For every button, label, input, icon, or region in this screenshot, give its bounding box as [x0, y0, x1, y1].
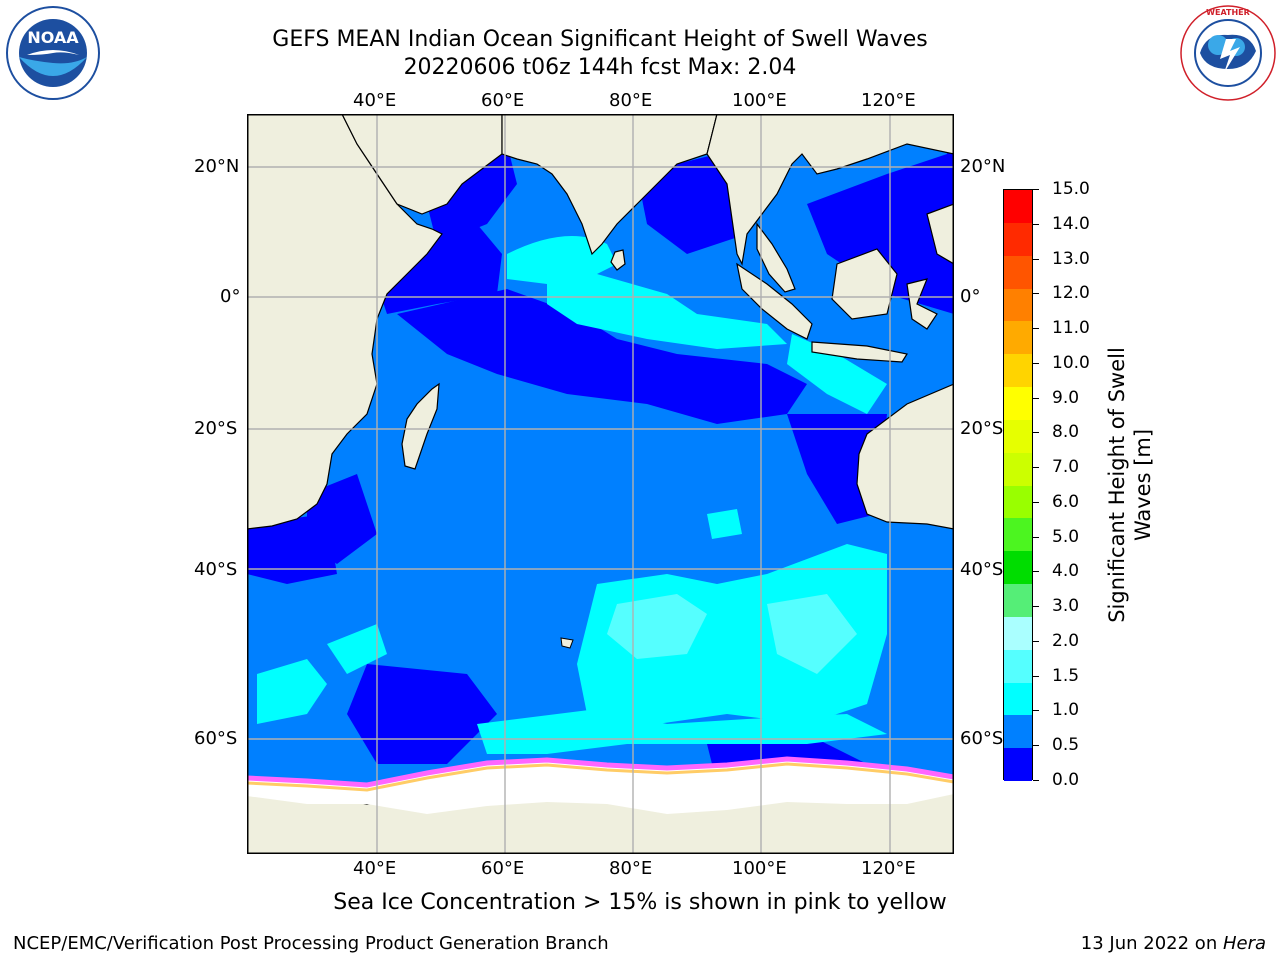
footer-date: 13 Jun 2022 on Hera: [1081, 933, 1266, 954]
colorbar-tick-mark: [1033, 780, 1039, 781]
lat-tick-right-0: 0°: [960, 286, 981, 307]
colorbar-bin: [1004, 190, 1032, 224]
lat-tick-left-60s: 60°S: [194, 728, 238, 749]
colorbar-tick-mark: [1033, 432, 1039, 434]
colorbar-tick-mark: [1033, 467, 1039, 469]
colorbar-bin: [1004, 715, 1032, 749]
sea-ice-edge: [247, 756, 954, 788]
colorbar-bin: [1004, 518, 1032, 552]
chart-subtitle: 20220606 t06z 144h fcst Max: 2.04: [403, 55, 797, 80]
sea-ice-note: Sea Ice Concentration > 15% is shown in …: [333, 890, 947, 915]
colorbar-tick-label: 14.0: [1052, 213, 1090, 234]
colorbar-tick-mark: [1033, 293, 1039, 295]
colorbar: [1003, 189, 1033, 782]
map-panel: [247, 114, 954, 854]
colorbar-tick-mark: [1033, 606, 1039, 608]
colorbar-tick-mark: [1033, 501, 1039, 503]
noaa-logo-text: NOAA: [27, 28, 79, 47]
colorbar-bin: [1004, 584, 1032, 618]
footer-host: Hera: [1222, 933, 1266, 954]
colorbar-tick-label: 15.0: [1052, 179, 1090, 199]
colorbar-tick-label: 0.5: [1052, 735, 1080, 756]
lat-tick-right-20n: 20°N: [960, 156, 1006, 177]
colorbar-bin: [1004, 354, 1032, 388]
lon-tick-top-80e: 80°E: [609, 90, 653, 111]
colorbar-tick-label: 3.0: [1052, 596, 1080, 617]
sea-ice: [247, 760, 954, 814]
colorbar-tick-mark: [1033, 362, 1039, 364]
colorbar-bin: [1004, 387, 1032, 421]
colorbar-tick-mark: [1033, 223, 1039, 225]
lat-tick-right-20s: 20°S: [960, 418, 1004, 439]
lat-tick-right-60s: 60°S: [960, 728, 1004, 749]
lon-tick-bottom-60e: 60°E: [481, 858, 525, 879]
footer-date-text: 13 Jun 2022 on: [1080, 933, 1223, 954]
chart-title: GEFS MEAN Indian Ocean Significant Heigh…: [272, 27, 928, 52]
colorbar-tick-mark: [1033, 675, 1039, 677]
colorbar-tick-label: 13.0: [1052, 248, 1090, 269]
colorbar-tick-label: 9.0: [1052, 387, 1080, 408]
colorbar-tick-mark: [1033, 258, 1039, 260]
lon-tick-bottom-40e: 40°E: [353, 858, 397, 879]
colorbar-bin: [1004, 649, 1032, 683]
svg-text:WEATHER: WEATHER: [1206, 8, 1250, 17]
colorbar-bin: [1004, 452, 1032, 486]
colorbar-tick-label: 1.0: [1052, 700, 1080, 721]
colorbar-tick-mark: [1033, 536, 1039, 538]
colorbar-tick-label: 2.0: [1052, 630, 1080, 651]
colorbar-tick-label: 7.0: [1052, 457, 1080, 478]
lat-tick-left-0: 0°: [220, 286, 241, 307]
colorbar-label-line1: Significant Height of Swell: [1105, 347, 1129, 623]
colorbar-tick-label: 5.0: [1052, 526, 1080, 547]
lon-tick-bottom-80e: 80°E: [609, 858, 653, 879]
lat-tick-left-40s: 40°S: [194, 559, 238, 580]
lon-tick-bottom-100e: 100°E: [732, 858, 787, 879]
colorbar-tick-mark: [1033, 745, 1039, 747]
colorbar-bin: [1004, 551, 1032, 585]
map-frame: [247, 114, 954, 854]
colorbar-tick-label: 11.0: [1052, 318, 1090, 339]
colorbar-tick-label: 1.5: [1052, 665, 1080, 686]
swell-band-1.5-2.0: [607, 594, 857, 674]
footer-branch: NCEP/EMC/Verification Post Processing Pr…: [13, 933, 609, 954]
lon-tick-top-40e: 40°E: [353, 90, 397, 111]
colorbar-tick-label: 0.0: [1052, 770, 1080, 790]
kerguelen-island: [560, 637, 574, 649]
lon-tick-top-100e: 100°E: [732, 90, 787, 111]
colorbar-tick-label: 12.0: [1052, 283, 1090, 304]
colorbar-bin: [1004, 321, 1032, 355]
colorbar-tick-mark: [1033, 189, 1039, 190]
map-gridlines: [247, 114, 954, 854]
lon-tick-bottom-120e: 120°E: [861, 858, 916, 879]
lon-tick-top-120e: 120°E: [861, 90, 916, 111]
indian-ocean-map: [247, 114, 954, 854]
colorbar-tick-label: 4.0: [1052, 561, 1080, 582]
national-weather-service-logo: WEATHER: [1180, 5, 1276, 101]
colorbar-bin: [1004, 682, 1032, 716]
colorbar-tick-label: 10.0: [1052, 352, 1090, 373]
colorbar-tick-label: 6.0: [1052, 491, 1080, 512]
colorbar-label: Significant Height of Swell Waves [m]: [1104, 347, 1156, 623]
colorbar-tick-mark: [1033, 571, 1039, 573]
colorbar-bin: [1004, 485, 1032, 519]
colorbar-tick-mark: [1033, 328, 1039, 330]
lat-tick-left-20n: 20°N: [194, 156, 240, 177]
colorbar-bin: [1004, 255, 1032, 289]
colorbar-bin: [1004, 288, 1032, 322]
sea-ice-inner-edge: [247, 762, 954, 792]
colorbar-bin: [1004, 616, 1032, 651]
colorbar-tick-mark: [1033, 710, 1039, 712]
colorbar-bin: [1004, 419, 1032, 454]
swell-band-1.0-1.5: [257, 236, 887, 754]
colorbar-tick-mark: [1033, 640, 1039, 642]
colorbar-bin: [1004, 748, 1032, 782]
lon-tick-top-60e: 60°E: [481, 90, 525, 111]
colorbar-bin: [1004, 222, 1032, 257]
colorbar-label-line2: Waves [m]: [1131, 428, 1155, 542]
lat-tick-right-40s: 40°S: [960, 559, 1004, 580]
colorbar-tick-label: 8.0: [1052, 422, 1080, 443]
colorbar-tick-mark: [1033, 397, 1039, 399]
lat-tick-left-20s: 20°S: [194, 418, 238, 439]
noaa-logo: NOAA: [6, 6, 100, 100]
